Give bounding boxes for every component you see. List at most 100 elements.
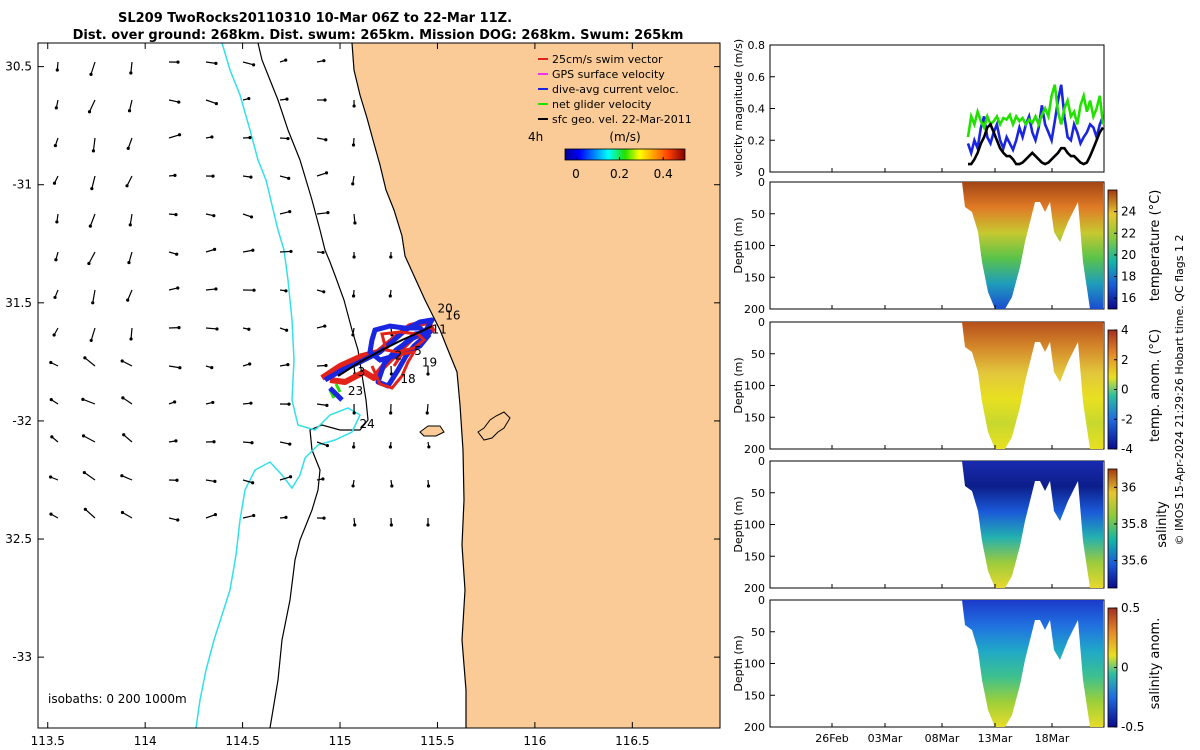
- velocity-vector: [279, 476, 291, 481]
- velocity-vector: [122, 397, 133, 405]
- velocity-vector-head: [54, 106, 58, 110]
- velocity-vector-head: [287, 176, 291, 180]
- legend-label: dive-avg current veloc.: [552, 83, 679, 96]
- map-xtick-label: 114: [134, 734, 157, 748]
- velocity-vector: [84, 472, 96, 481]
- velocity-vector-head: [249, 175, 253, 179]
- section-colorbar-tick-label: 2: [1121, 353, 1129, 367]
- velocity-vector-head: [173, 400, 177, 404]
- velocity-vector-head: [174, 439, 178, 443]
- velocity-vector-head: [289, 249, 293, 254]
- section-colorbar-label: salinity anom.: [1148, 618, 1163, 710]
- velocity-vector-head: [288, 475, 293, 479]
- map-xtick-label: 113.5: [31, 734, 65, 748]
- section-ylabel: Depth (m): [732, 496, 745, 552]
- velocity-vector-head: [352, 445, 356, 449]
- section-data-fill: [962, 461, 1103, 588]
- velocity-vector-head: [173, 173, 177, 177]
- legend-label: 25cm/s swim vector: [552, 53, 663, 66]
- track-day-label: 16: [445, 308, 460, 322]
- velocity-vector-head: [352, 255, 356, 259]
- velocity-vector-head: [252, 63, 256, 67]
- velocity-vector-head: [322, 290, 326, 294]
- section-ytick-label: 150: [744, 411, 765, 424]
- track-day-label: 11: [432, 323, 447, 337]
- velocity-vector-head: [53, 295, 57, 300]
- velocity-vector-head: [325, 403, 329, 407]
- section-ytick-label: 50: [751, 208, 765, 221]
- velocity-vector-head: [426, 372, 430, 376]
- velocity-vector-head: [81, 397, 85, 401]
- velocity-ytick-label: 0.4: [748, 103, 766, 116]
- velocity-vector-head: [287, 402, 291, 406]
- section-colorbar-tick-label: 20: [1121, 248, 1136, 262]
- colorbar-tick-label: 0.4: [654, 167, 673, 181]
- velocity-vector-head: [212, 440, 216, 444]
- section-colorbar-tick-label: 16: [1121, 291, 1136, 305]
- velocity-vector-head: [323, 324, 327, 328]
- velocity-vector-head: [351, 182, 355, 186]
- track-day-label: 3: [358, 365, 366, 379]
- map-ytick-label: -33: [12, 650, 32, 664]
- velocity-vector-head: [210, 135, 214, 139]
- velocity-panel: 0 0.2 0.4 0.6 0.8 velocity magnitude (m/s): [732, 39, 1105, 179]
- section-ytick-label: 50: [751, 626, 765, 639]
- velocity-vector-head: [120, 359, 124, 363]
- track-sw-tail: [328, 386, 344, 402]
- map-ytick-label: -31: [12, 178, 32, 192]
- velocity-vector: [242, 479, 253, 484]
- track-red-loop: [380, 330, 427, 354]
- velocity-vector-head: [126, 298, 130, 302]
- section-ytick-label: 50: [751, 487, 765, 500]
- section-ytick-label: 100: [744, 519, 765, 532]
- map-legend: 25cm/s swim vector GPS surface velocity di…: [528, 53, 692, 181]
- colorbar-tick-label: 0.2: [610, 167, 629, 181]
- track-interval-label: 4h: [528, 130, 543, 144]
- glider-track: [320, 317, 435, 402]
- section-xtick-label: 03Mar: [868, 732, 903, 745]
- velocity-vector-head: [55, 220, 59, 224]
- section-colorbar-tick-label: 0: [1121, 661, 1129, 675]
- velocity-vector-head: [426, 484, 431, 488]
- velocity-vector-head: [177, 100, 181, 104]
- map-xtick-label: 115: [329, 734, 352, 748]
- velocity-vector-head: [214, 101, 219, 106]
- velocity-vector-head: [248, 362, 252, 366]
- velocity-vector-head: [48, 475, 53, 479]
- velocity-vector-head: [52, 333, 56, 337]
- velocity-vector: [122, 511, 133, 519]
- section-colorbar-tick-label: 35.6: [1121, 554, 1148, 568]
- velocity-vector: [88, 251, 96, 264]
- velocity-vector-head: [213, 479, 217, 484]
- section-xtick-label: 18Mar: [1035, 732, 1070, 745]
- rottnest-island: [419, 425, 445, 437]
- velocity-vector-head: [122, 433, 126, 437]
- section-colorbar-tick-label: 24: [1121, 205, 1136, 219]
- velocity-vector: [316, 441, 328, 447]
- velocity-vector-head: [127, 109, 132, 113]
- map-colorbar: [564, 148, 686, 161]
- velocity-ytick-label: 0.2: [748, 134, 766, 147]
- velocity-vector: [83, 435, 96, 443]
- section-colorbar-tick-label: 0.5: [1121, 601, 1140, 615]
- track-red-south: [370, 349, 417, 390]
- velocity-vector-head: [425, 411, 429, 415]
- velocity-vector: [126, 175, 133, 187]
- section-ytick-label: 200: [744, 303, 765, 316]
- velocity-vector-head: [176, 60, 180, 64]
- section-colorbar: [1107, 189, 1118, 310]
- velocity-vector-head: [89, 72, 93, 76]
- map-ytick-label: 30.5: [5, 60, 32, 74]
- section-ytick-label: 200: [744, 443, 765, 456]
- velocity-vector-head: [251, 481, 255, 485]
- velocity-vector-head: [284, 515, 288, 519]
- velocity-vector-head: [352, 104, 356, 108]
- velocity-vector-head: [177, 326, 181, 330]
- isobath-1000: [195, 43, 361, 728]
- velocity-vector-head: [321, 250, 325, 255]
- section-data-fill: [962, 182, 1103, 309]
- velocity-vector-head: [211, 174, 215, 178]
- section-ylabel: Depth (m): [732, 217, 745, 273]
- velocity-vector-head: [252, 513, 256, 518]
